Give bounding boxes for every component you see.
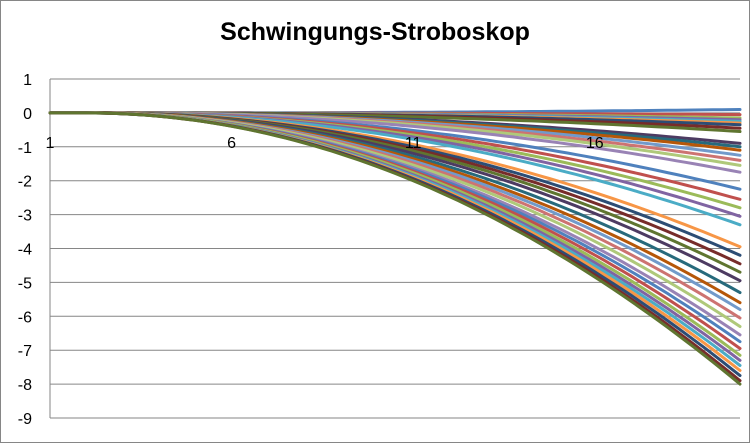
y-tick-label: -9 [18, 411, 32, 428]
y-tick-label: -4 [18, 242, 32, 259]
x-tick-label: 11 [405, 135, 422, 152]
x-tick-label: 1 [46, 135, 55, 152]
y-tick-label: -1 [18, 140, 32, 157]
y-tick-label: -8 [18, 377, 32, 394]
y-tick-label: -5 [18, 275, 32, 292]
x-tick-label: 16 [586, 135, 604, 152]
series-line [48, 111, 742, 386]
y-tick-label: -3 [18, 208, 32, 225]
chart-title: Schwingungs-Stroboskop [220, 18, 530, 46]
x-axis-labels: 1 6 11 16 [46, 135, 604, 152]
series-lines [48, 108, 742, 386]
x-tick-label: 6 [227, 135, 236, 152]
y-tick-label: 1 [23, 72, 32, 89]
y-axis-labels: 1 0 -1 -2 -3 -4 -5 -6 -7 -8 -9 [18, 72, 32, 428]
y-tick-label: -7 [18, 343, 32, 360]
y-tick-label: -2 [18, 174, 32, 191]
y-tick-label: 0 [23, 106, 32, 123]
y-tick-label: -6 [18, 309, 32, 326]
